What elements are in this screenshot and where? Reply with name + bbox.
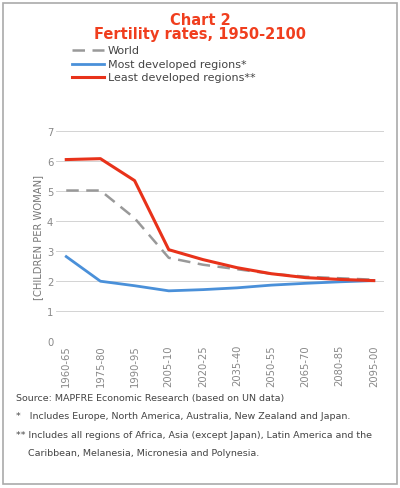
Text: Source: MAPFRE Economic Research (based on UN data): Source: MAPFRE Economic Research (based … [16, 393, 284, 402]
Text: Fertility rates, 1950-2100: Fertility rates, 1950-2100 [94, 27, 306, 41]
Text: Least developed regions**: Least developed regions** [108, 73, 256, 82]
Text: Most developed regions*: Most developed regions* [108, 60, 247, 69]
Text: ** Includes all regions of Africa, Asia (except Japan), Latin America and the: ** Includes all regions of Africa, Asia … [16, 430, 372, 439]
Text: World: World [108, 46, 140, 56]
Text: Caribbean, Melanesia, Micronesia and Polynesia.: Caribbean, Melanesia, Micronesia and Pol… [16, 448, 259, 457]
Y-axis label: [CHILDREN PER WOMAN]: [CHILDREN PER WOMAN] [33, 174, 43, 299]
Text: *   Includes Europe, North America, Australia, New Zealand and Japan.: * Includes Europe, North America, Austra… [16, 411, 350, 420]
Text: Chart 2: Chart 2 [170, 13, 230, 28]
